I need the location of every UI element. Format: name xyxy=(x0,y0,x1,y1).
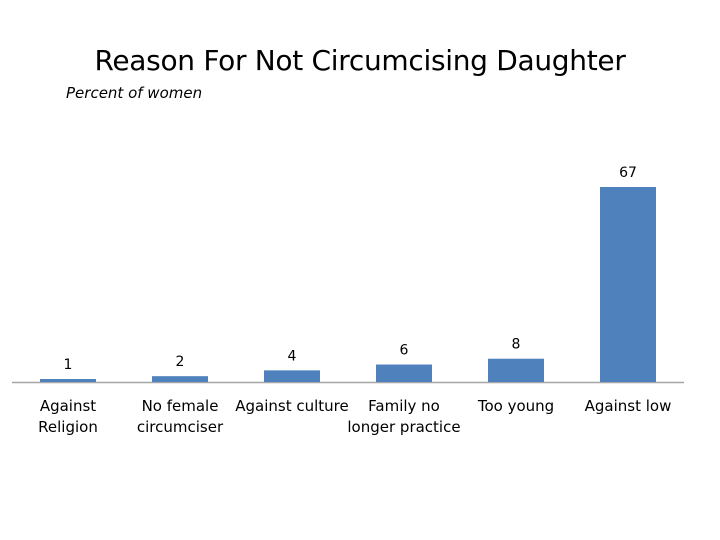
data-label-5: 8 xyxy=(512,337,521,353)
bar-2 xyxy=(152,376,208,382)
x-tick-label-4: Family no longer practice xyxy=(347,397,461,436)
chart-title: Reason For Not Circumcising Daughter xyxy=(94,44,626,77)
data-label-3: 4 xyxy=(288,348,297,364)
x-tick-label-5: Too young xyxy=(477,397,555,415)
x-tick-label-3: Against culture xyxy=(235,397,349,415)
data-label-2: 2 xyxy=(176,354,185,370)
bar-1 xyxy=(40,379,96,382)
bar-5 xyxy=(488,358,544,382)
x-tick-label-1: Against Religion xyxy=(38,397,98,436)
data-label-4: 6 xyxy=(400,343,409,359)
bar-4 xyxy=(376,364,432,382)
data-label-1: 1 xyxy=(64,357,73,373)
data-label-6: 67 xyxy=(619,165,637,181)
bar-6 xyxy=(600,187,656,382)
bar-3 xyxy=(264,370,320,382)
chart-subtitle: Percent of women xyxy=(66,84,203,102)
x-tick-label-2: No female circumciser xyxy=(136,397,224,436)
x-tick-label-6: Against low xyxy=(584,397,672,415)
